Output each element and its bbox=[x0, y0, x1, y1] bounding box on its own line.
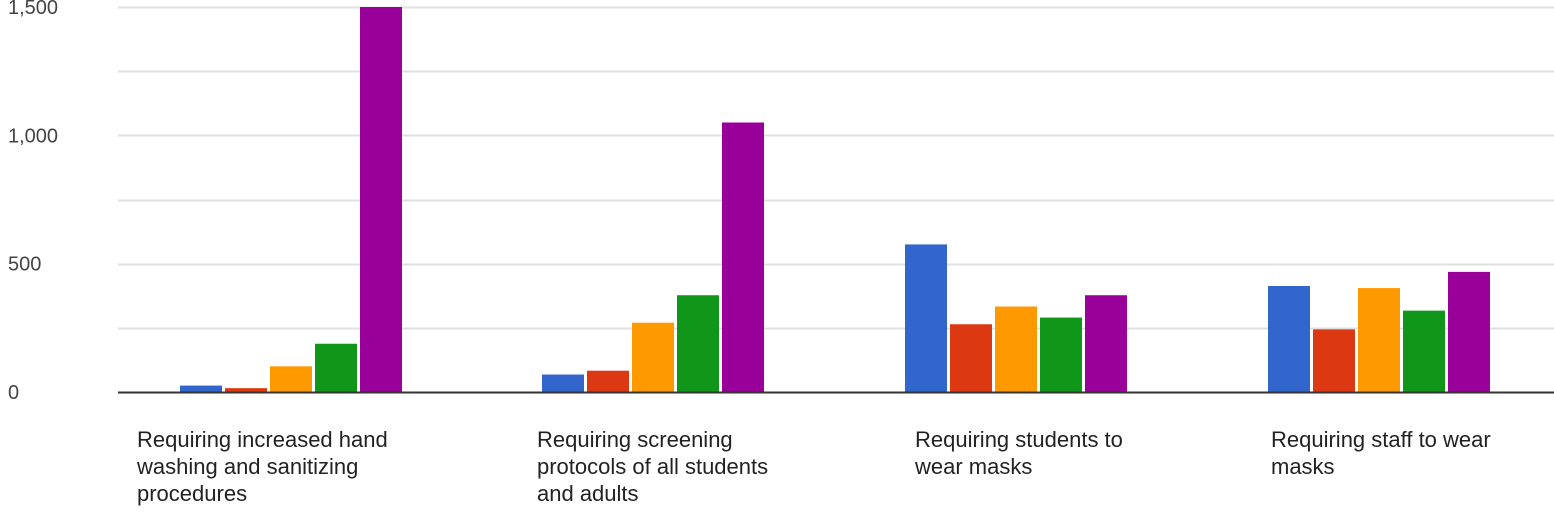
bar bbox=[722, 122, 764, 392]
y-tick-label: 1,000 bbox=[8, 125, 58, 147]
y-tick-label: 1,500 bbox=[8, 0, 58, 19]
bar bbox=[1448, 271, 1490, 392]
y-axis-ticks: 0 500 1,000 1,500 bbox=[8, 0, 58, 404]
gridlines bbox=[118, 6, 1554, 330]
y-tick-label: 500 bbox=[8, 254, 41, 276]
bar bbox=[180, 385, 222, 392]
bar bbox=[587, 370, 629, 392]
bar bbox=[632, 322, 674, 392]
bars bbox=[180, 7, 1490, 392]
bar bbox=[1313, 329, 1355, 392]
bar bbox=[225, 388, 267, 392]
bar bbox=[677, 295, 719, 392]
bar bbox=[315, 343, 357, 392]
category-label-hand-washing: Requiring increased hand washing and san… bbox=[137, 427, 388, 506]
bar bbox=[542, 374, 584, 392]
bar bbox=[360, 7, 402, 392]
bar bbox=[1268, 285, 1310, 392]
bar bbox=[270, 366, 312, 392]
category-label-students-masks: Requiring students to wear masks bbox=[915, 427, 1123, 479]
bar bbox=[995, 306, 1037, 392]
bar bbox=[1040, 317, 1082, 392]
bar bbox=[905, 244, 947, 392]
bar bbox=[1403, 310, 1445, 392]
bar bbox=[1085, 295, 1127, 392]
category-label-staff-masks: Requiring staff to wear masks bbox=[1271, 427, 1491, 479]
bar bbox=[1358, 288, 1400, 392]
y-tick-label: 0 bbox=[8, 382, 19, 404]
category-label-screening: Requiring screening protocols of all stu… bbox=[537, 427, 769, 506]
bar bbox=[950, 324, 992, 392]
